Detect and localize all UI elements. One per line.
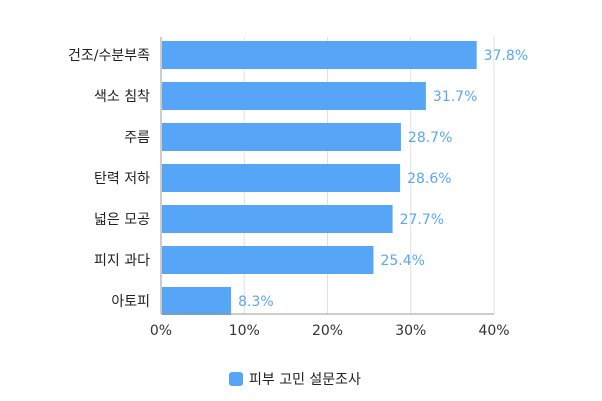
legend-label: 피부 고민 설문조사 — [249, 372, 361, 388]
value-labels: 37.8% 31.7% 28.7% 28.6% 27.7% 25.4% 8.3% — [238, 48, 528, 310]
bar — [162, 164, 401, 192]
bars — [162, 41, 477, 315]
category-label: 피지 과다 — [94, 253, 150, 269]
category-label: 넓은 모공 — [94, 212, 150, 228]
legend: 피부 고민 설문조사 — [229, 369, 361, 389]
category-label: 탄력 저하 — [94, 171, 150, 187]
value-label: 8.3% — [238, 294, 274, 310]
x-tick-label: 30% — [395, 323, 426, 339]
value-label: 25.4% — [380, 253, 424, 269]
value-label: 37.8% — [484, 48, 528, 64]
bar — [162, 287, 232, 315]
category-label: 주름 — [124, 130, 150, 146]
bar — [162, 41, 477, 69]
bar — [162, 123, 401, 151]
x-tick-label: 40% — [478, 323, 509, 339]
value-label: 27.7% — [400, 212, 444, 228]
category-label: 아토피 — [111, 294, 150, 310]
bar — [162, 205, 393, 233]
x-tick-label: 20% — [312, 323, 343, 339]
value-label: 31.7% — [433, 89, 477, 105]
value-label: 28.6% — [407, 171, 451, 187]
legend-swatch — [229, 372, 243, 386]
bar — [162, 246, 374, 274]
x-axis-ticks: 0% 10% 20% 30% 40% — [150, 323, 510, 339]
value-label: 28.7% — [408, 130, 452, 146]
category-label: 건조/수분부족 — [68, 48, 150, 64]
bar — [162, 82, 426, 110]
x-tick-label: 10% — [229, 323, 260, 339]
category-label: 색소 침착 — [94, 89, 150, 105]
x-tick-label: 0% — [150, 323, 172, 339]
